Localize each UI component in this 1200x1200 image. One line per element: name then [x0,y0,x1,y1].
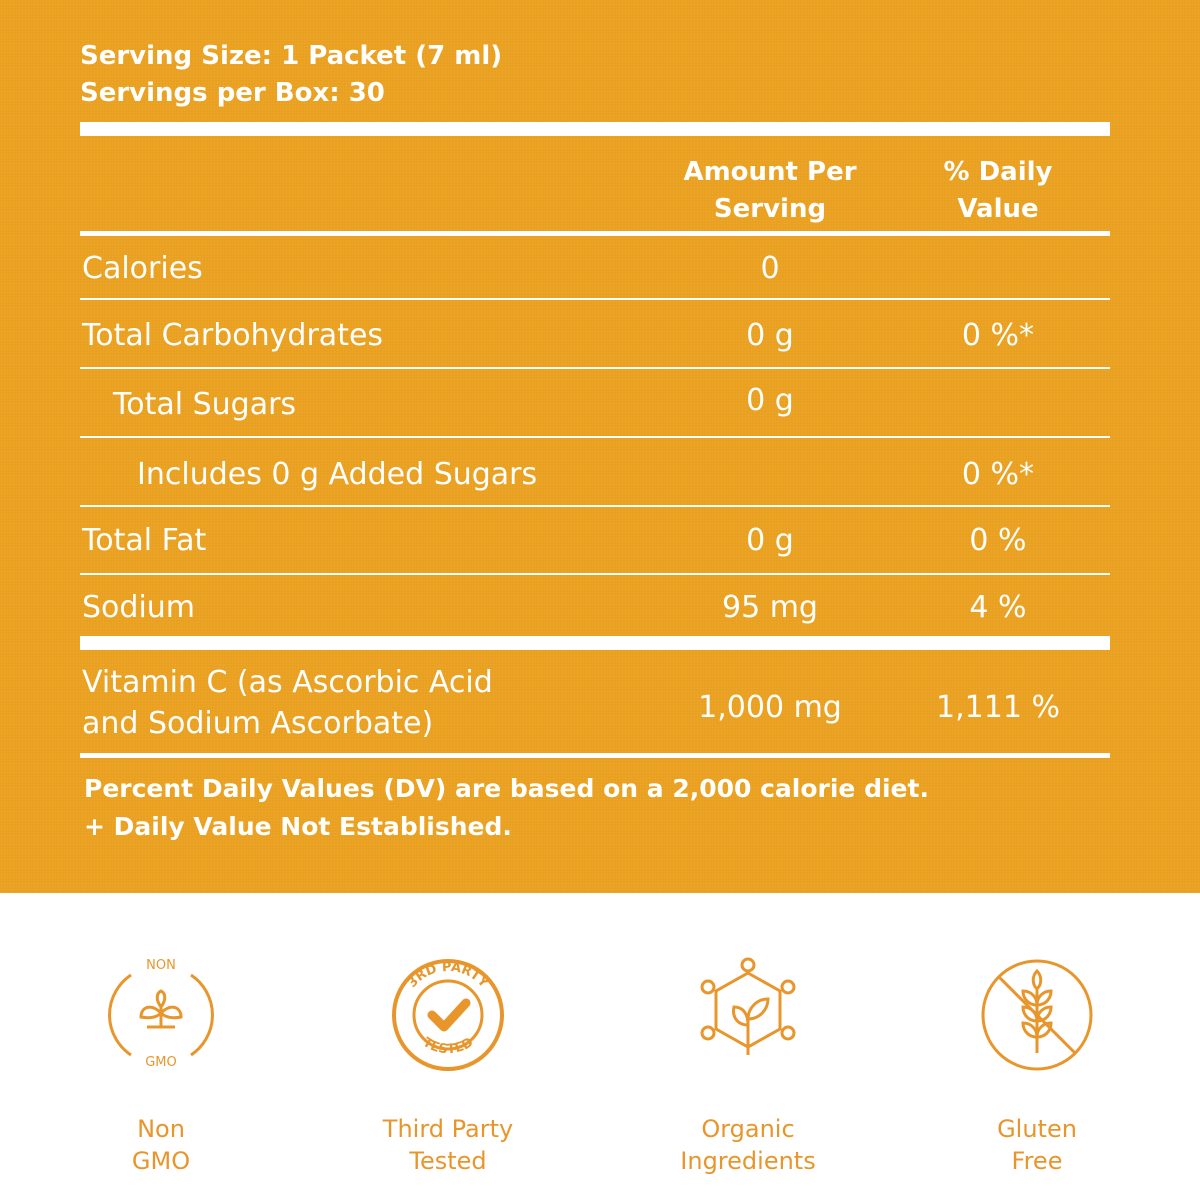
daily-value-header: % Daily Value [943,157,1053,224]
badge-non-gmo-line1: Non [137,1115,185,1143]
row-dv-vitamin-c: 1,111 % [936,690,1060,725]
svg-text:3RD PARTY: 3RD PARTY [405,960,492,991]
non-gmo-icon-bottom-text: GMO [145,1055,177,1070]
badge-non-gmo: NON GMO Non GMO [81,955,241,1177]
row-label-total-fat: Total Fat [82,523,207,558]
third-party-icon-top-text: 3RD PARTY [405,960,492,991]
row-amount-total-fat: 0 g [746,523,794,558]
badge-organic-line1: Organic [701,1115,795,1143]
row-label-vitamin-c: Vitamin C (as Ascorbic Acid and Sodium A… [82,665,493,741]
row-divider [80,573,1110,575]
footnote-not-established: + Daily Value Not Established. [84,812,512,841]
serving-info: Serving Size: 1 Packet (7 ml) Servings p… [80,38,502,112]
gluten-free-icon [981,959,1093,1071]
badge-non-gmo-line2: GMO [131,1147,191,1175]
amount-per-serving-header: Amount Per Serving [683,157,857,224]
row-label-total-sugars: Total Sugars [113,387,297,422]
row-label-calories: Calories [82,251,203,286]
non-gmo-icon: NON GMO [108,958,214,1070]
organic-ingredients-icon [700,957,796,1055]
row-divider [80,505,1110,507]
svg-text:TESTED: TESTED [420,1035,476,1057]
badge-gluten-free-line2: Free [1011,1147,1063,1175]
row-label-sodium: Sodium [82,590,196,625]
row-dv-total-carbohydrates: 0 %* [961,318,1035,353]
row-dv-sodium: 4 % [969,590,1027,625]
third-party-icon-bottom-text: TESTED [420,1035,476,1057]
badge-organic-ingredients: Organic Ingredients [668,955,828,1177]
badge-third-party-line2: Tested [409,1147,487,1175]
row-label-total-carbohydrates: Total Carbohydrates [82,318,384,353]
bottom-rule [80,753,1110,758]
row-amount-vitamin-c: 1,000 mg [698,690,842,725]
badge-organic-line2: Ingredients [680,1147,816,1175]
row-dv-total-fat: 0 % [969,523,1027,558]
badge-gluten-free-line1: Gluten [997,1115,1077,1143]
middle-thick-rule [80,636,1110,650]
nutrition-facts-panel: Serving Size: 1 Packet (7 ml) Servings p… [0,0,1200,893]
footnote: Percent Daily Values (DV) are based on a… [84,770,929,846]
serving-size: Serving Size: 1 Packet (7 ml) [80,41,503,71]
top-thick-rule [80,122,1110,136]
row-divider [80,436,1110,438]
row-amount-total-carbohydrates: 0 g [746,318,794,353]
row-divider [80,298,1110,300]
servings-per-box: Servings per Box: 30 [80,78,385,108]
header-rule [80,231,1110,236]
row-divider [80,367,1110,369]
row-label-added-sugars: Includes 0 g Added Sugars [137,457,538,492]
badge-third-party-line1: Third Party [382,1115,514,1143]
badge-third-party-tested: 3RD PARTY TESTED Third Party Tested [368,955,528,1177]
row-amount-sodium: 95 mg [722,590,818,625]
row-amount-total-sugars: 0 g [746,383,794,418]
badge-gluten-free: Gluten Free [957,955,1117,1177]
non-gmo-icon-top-text: NON [146,958,176,973]
footnote-dv: Percent Daily Values (DV) are based on a… [84,774,929,803]
third-party-tested-icon: 3RD PARTY TESTED [392,959,504,1071]
row-amount-calories: 0 [760,251,780,286]
row-dv-added-sugars: 0 %* [961,457,1035,492]
